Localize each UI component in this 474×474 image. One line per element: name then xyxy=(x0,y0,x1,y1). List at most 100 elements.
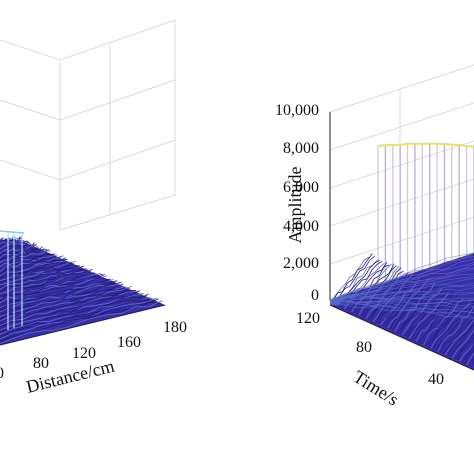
right-peak-stems xyxy=(377,142,474,290)
right-mesh-line xyxy=(344,262,385,309)
right-mesh-line xyxy=(353,263,395,314)
left-mesh-line xyxy=(0,287,128,319)
left-x-tick-label: 180 xyxy=(163,319,187,336)
left-mesh-line xyxy=(0,290,139,326)
left-x-tick-label: 80 xyxy=(33,355,49,372)
right-mesh-line xyxy=(466,316,474,365)
left-mesh-line xyxy=(0,260,70,277)
right-mesh-line xyxy=(329,268,474,302)
left-mesh-line xyxy=(0,265,81,284)
right-z-tick-label: 10,000 xyxy=(275,102,319,119)
left-mesh-line xyxy=(0,261,72,278)
right-x-axis-title: Time/s xyxy=(350,366,402,409)
right-mesh-line xyxy=(329,259,474,301)
left-x-tick-label: 0 xyxy=(0,365,4,382)
right-mesh-line xyxy=(423,299,464,346)
left-mesh-line xyxy=(0,261,76,281)
right-mesh-line xyxy=(329,273,474,302)
left-peak-top xyxy=(0,230,25,234)
left-back-grid xyxy=(0,19,176,231)
right-mesh-line xyxy=(432,300,474,350)
right-mesh-line xyxy=(464,316,474,364)
right-mesh-line xyxy=(329,277,474,303)
right-mesh-line xyxy=(329,262,474,302)
right-mesh-line xyxy=(329,303,474,314)
right-mesh-line xyxy=(360,267,402,317)
right-mesh-line xyxy=(401,288,443,336)
right-mesh-line xyxy=(454,312,474,360)
right-mesh-line xyxy=(452,309,474,359)
right-mesh-line xyxy=(329,285,474,303)
right-peak-profile xyxy=(377,142,474,148)
left-mesh-line xyxy=(0,280,118,311)
left-mesh-line xyxy=(0,255,62,271)
right-mesh-line xyxy=(456,313,474,361)
right-x-ticks: 120 80 40 xyxy=(296,310,444,388)
right-mesh-line xyxy=(418,293,460,343)
left-surface-plot: 0 80 120 160 180 Distance/cm xyxy=(0,19,187,397)
right-mesh-line xyxy=(329,287,474,303)
right-mesh-line xyxy=(437,304,474,352)
right-mesh-line xyxy=(329,292,474,304)
right-mesh-line xyxy=(372,272,414,323)
left-mesh-line xyxy=(0,247,41,256)
right-surface-mesh xyxy=(329,252,474,370)
left-mesh-line xyxy=(0,253,56,266)
right-mesh-line xyxy=(363,270,404,318)
left-mesh-line xyxy=(0,273,101,299)
left-x-ticks: 0 80 120 160 180 xyxy=(0,319,187,382)
right-mesh-line xyxy=(329,304,474,319)
right-x-tick-label: 40 xyxy=(428,371,444,388)
right-mesh-line xyxy=(346,262,388,310)
right-mesh-line xyxy=(449,307,474,358)
right-mesh-line xyxy=(444,307,474,356)
right-mesh-line xyxy=(404,287,445,337)
left-mesh-line xyxy=(0,299,155,338)
left-mesh-line xyxy=(0,243,33,250)
left-mesh-line xyxy=(0,235,21,241)
left-mesh-line xyxy=(0,269,91,292)
right-x-tick-label: 80 xyxy=(356,339,372,356)
left-x-tick-label: 120 xyxy=(72,345,96,362)
left-mesh-line xyxy=(0,289,137,325)
left-mesh-line xyxy=(0,281,116,310)
right-mesh-line xyxy=(332,253,373,304)
left-x-axis xyxy=(0,304,166,346)
right-z-axis-title: Amplitude xyxy=(285,166,305,243)
left-surface-mesh xyxy=(0,230,165,345)
left-x-tick-label: 160 xyxy=(117,334,141,351)
right-mesh-line xyxy=(329,296,474,304)
left-mesh-line xyxy=(0,300,164,344)
right-surface-plot: 0 2,000 4,000 6,000 8,000 10,000 Amplitu… xyxy=(275,64,474,410)
right-mesh-line xyxy=(329,302,474,318)
right-x-axis xyxy=(329,304,474,371)
right-mesh-line xyxy=(334,255,376,305)
right-mesh-line xyxy=(435,301,474,351)
right-mesh-line xyxy=(408,292,450,339)
right-mesh-line xyxy=(413,290,455,341)
right-mesh-line xyxy=(329,256,474,301)
right-z-tick-label: 6,000 xyxy=(283,179,319,196)
right-z-tick-label: 4,000 xyxy=(283,218,319,235)
right-mesh-line xyxy=(430,302,472,349)
right-mesh-line xyxy=(329,300,474,313)
right-mesh-line xyxy=(406,290,448,338)
right-mesh-line xyxy=(461,314,474,363)
left-mesh-line xyxy=(0,281,122,314)
right-z-tick-label: 8,000 xyxy=(283,140,319,157)
left-mesh-line xyxy=(0,244,39,254)
right-z-tick-label: 2,000 xyxy=(283,255,319,272)
right-x-tick-label: 120 xyxy=(296,310,320,327)
left-mesh-line xyxy=(0,283,120,313)
right-mesh-line xyxy=(411,290,452,340)
left-mesh-line xyxy=(0,254,58,268)
right-mesh-line xyxy=(440,306,474,353)
right-z-ticks: 0 2,000 4,000 6,000 8,000 10,000 xyxy=(275,102,319,304)
left-mesh-line xyxy=(0,277,110,305)
right-z-tick-label: 0 xyxy=(311,287,319,304)
left-mesh-line xyxy=(0,290,141,328)
left-mesh-line xyxy=(0,237,25,244)
left-mesh-line xyxy=(0,268,93,293)
right-mesh-line xyxy=(459,315,474,362)
